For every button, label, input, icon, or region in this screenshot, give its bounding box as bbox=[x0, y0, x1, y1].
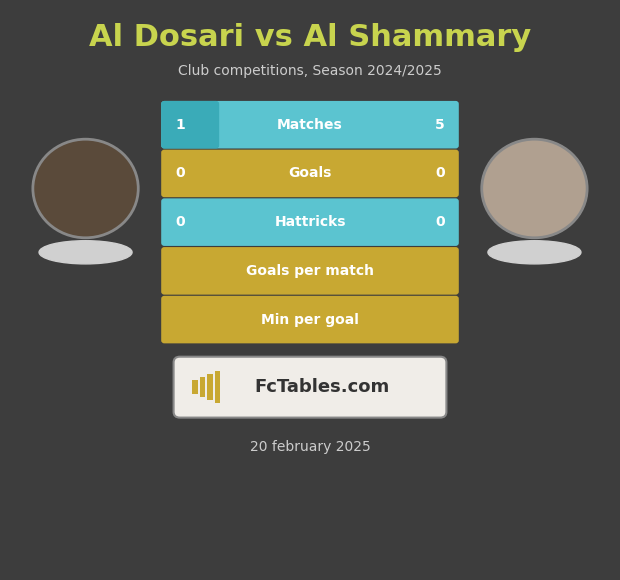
Text: FcTables.com: FcTables.com bbox=[255, 378, 390, 396]
Ellipse shape bbox=[488, 241, 581, 264]
Text: Goals per match: Goals per match bbox=[246, 264, 374, 278]
FancyBboxPatch shape bbox=[161, 101, 219, 148]
FancyBboxPatch shape bbox=[161, 198, 459, 246]
Circle shape bbox=[33, 139, 138, 238]
Circle shape bbox=[482, 139, 587, 238]
Text: 0: 0 bbox=[435, 215, 445, 229]
FancyBboxPatch shape bbox=[161, 247, 459, 295]
FancyBboxPatch shape bbox=[207, 374, 213, 400]
Text: 1: 1 bbox=[175, 118, 185, 132]
FancyBboxPatch shape bbox=[174, 357, 446, 418]
Text: Hattricks: Hattricks bbox=[274, 215, 346, 229]
Text: 0: 0 bbox=[175, 215, 185, 229]
FancyBboxPatch shape bbox=[215, 371, 220, 403]
Text: 0: 0 bbox=[175, 166, 185, 180]
Text: Matches: Matches bbox=[277, 118, 343, 132]
FancyBboxPatch shape bbox=[161, 101, 459, 148]
FancyBboxPatch shape bbox=[200, 377, 205, 397]
Text: 0: 0 bbox=[435, 166, 445, 180]
Text: 5: 5 bbox=[435, 118, 445, 132]
Ellipse shape bbox=[39, 241, 132, 264]
FancyBboxPatch shape bbox=[161, 150, 459, 197]
Text: 20 february 2025: 20 february 2025 bbox=[250, 440, 370, 454]
Text: Min per goal: Min per goal bbox=[261, 313, 359, 327]
FancyBboxPatch shape bbox=[161, 296, 459, 343]
Text: Al Dosari vs Al Shammary: Al Dosari vs Al Shammary bbox=[89, 23, 531, 52]
Text: Club competitions, Season 2024/2025: Club competitions, Season 2024/2025 bbox=[178, 64, 442, 78]
Text: Goals: Goals bbox=[288, 166, 332, 180]
FancyBboxPatch shape bbox=[192, 380, 198, 394]
